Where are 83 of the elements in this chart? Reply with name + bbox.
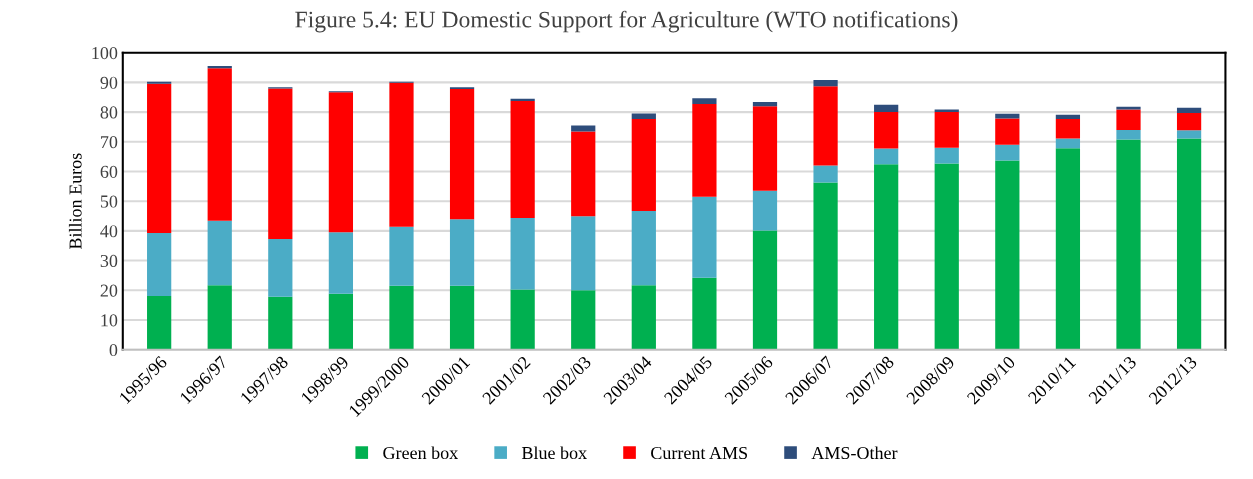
bar xyxy=(752,106,778,191)
y-tick-label: 80 xyxy=(100,106,118,119)
bar xyxy=(752,190,778,231)
bar xyxy=(1055,118,1081,139)
bar xyxy=(934,109,959,113)
y-tick-label: 50 xyxy=(100,195,118,208)
bar xyxy=(692,196,717,278)
bar xyxy=(813,86,838,166)
y-tick-label: 20 xyxy=(100,284,118,297)
bar xyxy=(995,144,1020,161)
y-axis-title: Billion Euros xyxy=(68,153,82,250)
bar xyxy=(1055,138,1081,149)
bar xyxy=(207,220,232,286)
y-tick-label: 30 xyxy=(100,254,118,268)
bar xyxy=(571,216,596,291)
y-tick-label: 40 xyxy=(100,225,118,238)
bar xyxy=(571,290,596,350)
bar xyxy=(1176,107,1202,113)
bar xyxy=(207,68,232,221)
y-tick-label: 0 xyxy=(109,343,118,357)
bar xyxy=(268,88,293,239)
bar xyxy=(692,104,717,197)
bar xyxy=(268,296,293,350)
bar xyxy=(449,88,475,220)
bar xyxy=(631,210,656,286)
bar xyxy=(147,295,172,350)
bar xyxy=(631,285,656,350)
bar xyxy=(207,285,232,350)
bar xyxy=(571,125,596,132)
bar xyxy=(328,92,354,233)
bar xyxy=(510,218,535,290)
bar xyxy=(1116,109,1141,130)
bar xyxy=(147,232,172,296)
bar xyxy=(449,219,475,286)
bar xyxy=(510,289,535,350)
bar xyxy=(995,160,1020,350)
bar xyxy=(1116,139,1141,350)
legend-label: Blue box xyxy=(521,446,587,460)
bar xyxy=(389,285,414,350)
bar xyxy=(1055,148,1081,350)
bar xyxy=(1116,129,1141,140)
bar xyxy=(328,232,354,294)
bar xyxy=(813,165,838,183)
bar xyxy=(268,238,293,297)
bar xyxy=(692,98,717,105)
chart-title: Figure 5.4: EU Domestic Support for Agriculture (WTO notifications) xyxy=(295,10,958,33)
bar xyxy=(1176,130,1202,139)
bar xyxy=(147,81,172,84)
y-tick-label: 10 xyxy=(101,314,118,327)
bar xyxy=(207,66,232,69)
bar xyxy=(874,148,899,165)
y-tick-label: 70 xyxy=(101,136,118,149)
legend-label: AMS-Other xyxy=(811,446,898,460)
y-tick-label: 60 xyxy=(100,165,118,178)
bar xyxy=(510,101,535,219)
bar xyxy=(631,118,656,211)
bar xyxy=(631,113,656,119)
bar xyxy=(1176,138,1202,350)
bar xyxy=(449,285,475,350)
bar xyxy=(995,118,1020,145)
legend-label: Green box xyxy=(383,446,458,460)
bar xyxy=(874,112,899,149)
bar xyxy=(1055,114,1081,119)
bar xyxy=(752,101,778,107)
bar xyxy=(934,147,959,164)
bar xyxy=(1176,112,1202,131)
bar xyxy=(934,163,959,350)
legend-label: Current AMS xyxy=(651,446,747,460)
bar xyxy=(813,80,838,87)
bar xyxy=(813,182,838,350)
bar xyxy=(147,83,172,233)
bar xyxy=(328,293,354,350)
bar xyxy=(692,277,717,350)
y-tick-label: 90 xyxy=(100,76,118,89)
bar xyxy=(874,164,899,350)
bar xyxy=(571,131,596,217)
bar xyxy=(995,113,1020,119)
bar xyxy=(389,226,414,286)
bar xyxy=(934,112,959,148)
y-tick-label: 100 xyxy=(92,46,118,60)
bar xyxy=(389,82,414,227)
bar xyxy=(752,230,778,350)
bar xyxy=(874,104,899,113)
